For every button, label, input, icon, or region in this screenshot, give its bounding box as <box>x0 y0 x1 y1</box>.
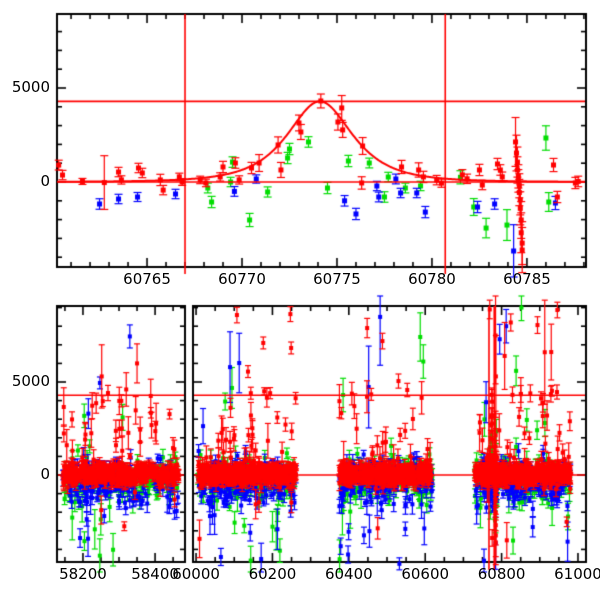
zoom-panel-region <box>57 14 586 267</box>
full-panel-right-segment-region <box>193 306 586 562</box>
full-panel-left-segment-region <box>57 306 185 562</box>
